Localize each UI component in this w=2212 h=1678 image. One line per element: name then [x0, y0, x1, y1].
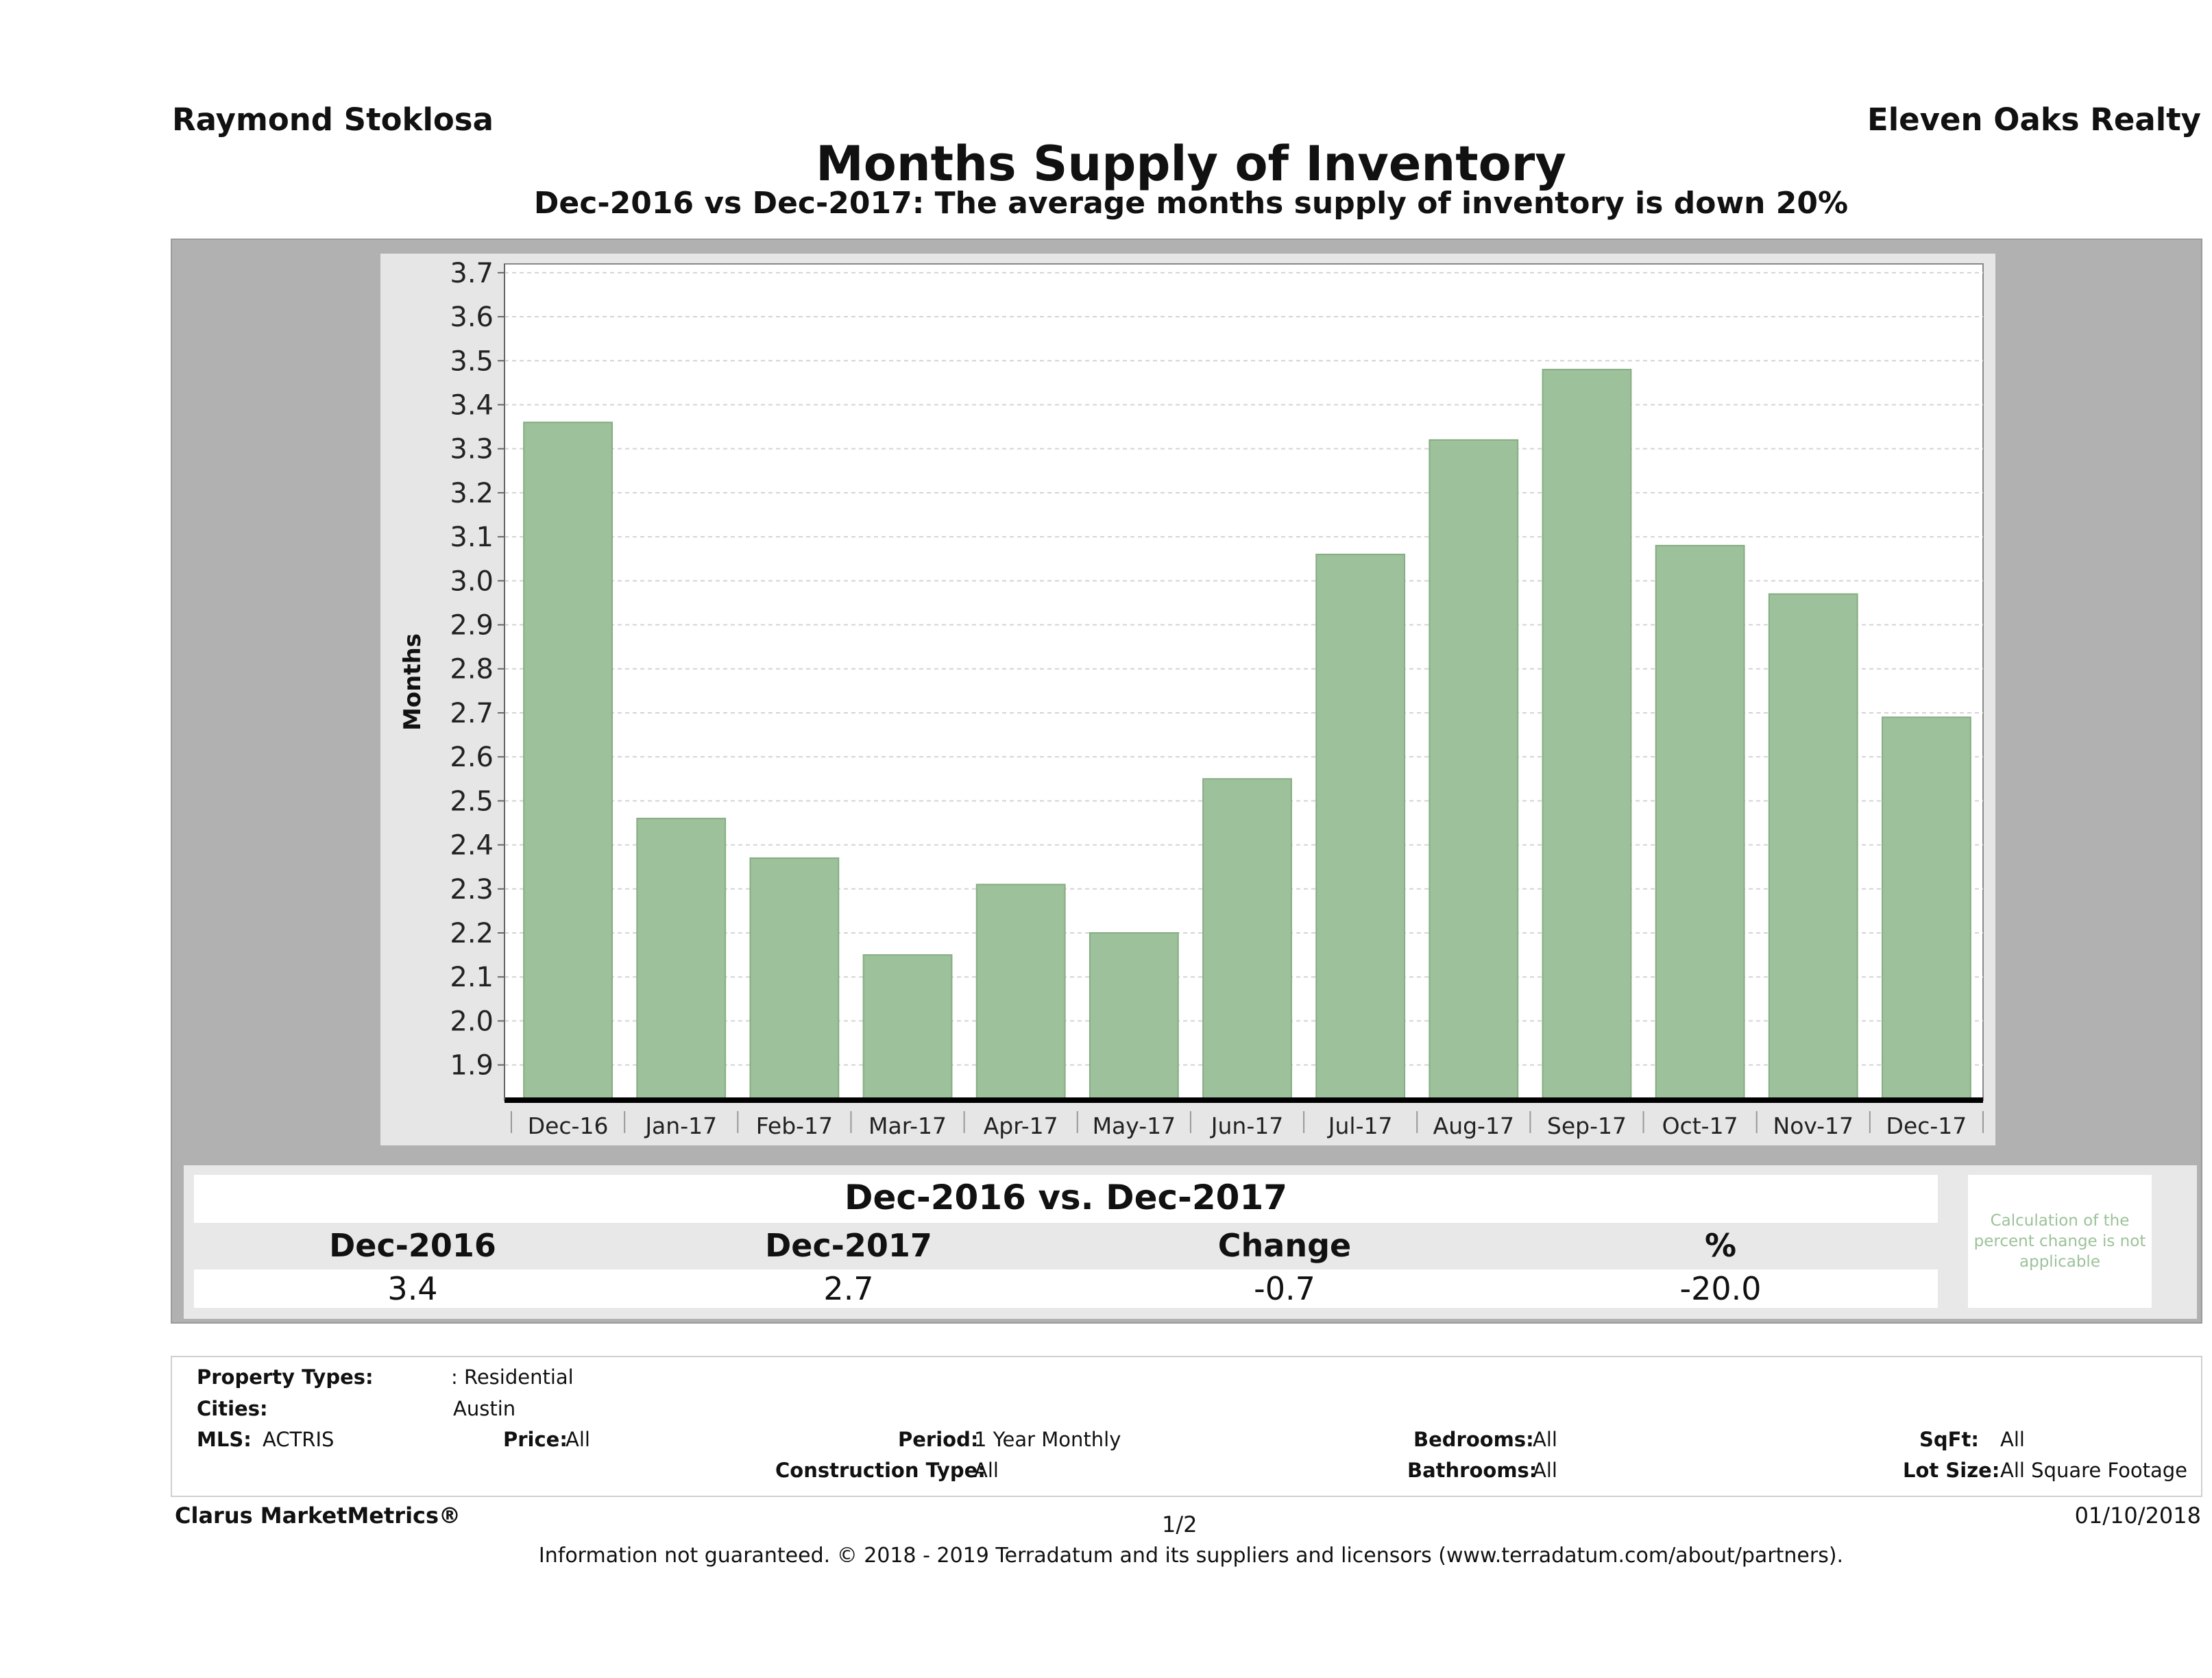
y-tick-label: 2.9 [450, 610, 494, 642]
bar-sep-17 [1542, 369, 1632, 1102]
summary-header-dec-2016: Dec-2016 [329, 1227, 496, 1264]
bar-jul-17 [1315, 553, 1406, 1101]
y-tick-label: 1.9 [450, 1050, 494, 1082]
x-tick-label: Jun-17 [1210, 1112, 1283, 1139]
y-tick-label: 2.6 [450, 742, 494, 773]
construction-type-value: All [974, 1459, 999, 1482]
summary-title: Dec-2016 vs. Dec-2017 [844, 1178, 1288, 1217]
x-tick-label: May-17 [1093, 1112, 1176, 1139]
bar-chart: 1.9 2.0 2.1 2.2 2.3 2.4 2.5 2.6 2.7 2.8 2.9 3.0 3.1 3… [399, 258, 1984, 1139]
property-types-label: Property Types: [197, 1365, 374, 1389]
bathrooms-value: All [1533, 1459, 1557, 1482]
price-value: All [566, 1428, 590, 1451]
x-tick-label: Jul-17 [1327, 1112, 1393, 1139]
x-tick-label: Mar-17 [868, 1112, 947, 1139]
summary-value-dec-2016: 3.4 [387, 1270, 438, 1307]
y-tick-label: 3.2 [450, 478, 494, 509]
y-tick-label: 2.2 [450, 918, 494, 949]
y-tick-label: 3.6 [450, 302, 494, 333]
bar-feb-17 [749, 857, 840, 1101]
bathrooms-label: Bathrooms: [1407, 1459, 1538, 1482]
x-tick-label: Oct-17 [1662, 1112, 1738, 1139]
bar-dec-16 [523, 422, 613, 1101]
y-tick-label: 3.4 [450, 389, 494, 421]
y-tick-label: 3.1 [450, 522, 494, 553]
x-tick-label: Dec-16 [528, 1112, 609, 1139]
y-tick-label: 3.5 [450, 345, 494, 377]
y-tick-label: 2.7 [450, 698, 494, 729]
bar-jun-17 [1202, 778, 1292, 1102]
bar-oct-17 [1655, 544, 1745, 1101]
y-tick-label: 3.0 [450, 566, 494, 597]
price-label: Price: [503, 1428, 568, 1451]
bars [523, 369, 1971, 1102]
chart-title: Months Supply of Inventory [816, 136, 1566, 192]
page-number: 1/2 [1162, 1511, 1198, 1537]
x-axis-ticks: Dec-16 Jan-17 Feb-17 Mar-17 Apr-17 May-17 Jun-… [511, 1111, 1984, 1139]
x-tick-label: Jan-17 [644, 1112, 717, 1139]
y-tick-label: 2.5 [450, 786, 494, 817]
x-tick-label: Apr-17 [984, 1112, 1058, 1139]
lot-size-value: All Square Footage [2000, 1459, 2188, 1482]
bedrooms-label: Bedrooms: [1413, 1428, 1534, 1451]
summary-header-percent: % [1704, 1227, 1737, 1264]
summary-values-row [194, 1269, 1938, 1308]
y-axis-ticks: 1.9 2.0 2.1 2.2 2.3 2.4 2.5 2.6 2.7 2.8 2.9 3.0 3.1 3… [450, 258, 505, 1082]
y-tick-label: 3.7 [450, 258, 494, 289]
property-types-value: : Residential [451, 1365, 574, 1389]
chart-subtitle: Dec-2016 vs Dec-2017: The average months… [533, 186, 1849, 221]
cities-label: Cities: [197, 1397, 268, 1420]
period-value: 1 Year Monthly [974, 1428, 1121, 1451]
bar-apr-17 [975, 884, 1066, 1101]
cities-value: Austin [453, 1397, 516, 1420]
y-tick-label: 2.4 [450, 830, 494, 862]
disclaimer: Information not guaranteed. © 2018 - 201… [538, 1544, 1844, 1568]
sqft-label: SqFt: [1919, 1428, 1979, 1451]
mls-label: MLS: [197, 1428, 252, 1451]
summary-value-change: -0.7 [1254, 1270, 1315, 1307]
y-tick-label: 3.3 [450, 434, 494, 465]
lot-size-label: Lot Size: [1903, 1459, 2000, 1482]
mls-value: ACTRIS [263, 1428, 335, 1451]
y-tick-label: 2.3 [450, 874, 494, 905]
percent-note-box [1968, 1175, 2152, 1308]
percent-note: Calculation of the percent change is not… [1973, 1212, 2146, 1271]
y-tick-label: 2.8 [450, 654, 494, 685]
bar-aug-17 [1429, 439, 1519, 1101]
brokerage-name: Eleven Oaks Realty [1867, 101, 2201, 138]
bar-jan-17 [636, 818, 727, 1101]
sqft-value: All [2000, 1428, 2025, 1451]
y-tick-label: 2.0 [450, 1006, 494, 1037]
summary-title-row [194, 1175, 1938, 1223]
bedrooms-value: All [1533, 1428, 1557, 1451]
y-axis-label: Months [399, 633, 426, 731]
x-tick-label: Sep-17 [1547, 1112, 1627, 1139]
x-tick-label: Nov-17 [1773, 1112, 1854, 1139]
agent-name: Raymond Stoklosa [172, 101, 494, 138]
summary-value-dec-2017: 2.7 [823, 1270, 874, 1307]
summary-header-dec-2017: Dec-2017 [765, 1227, 932, 1264]
bar-nov-17 [1768, 593, 1858, 1102]
x-tick-label: Aug-17 [1433, 1112, 1514, 1139]
report-date: 01/10/2018 [2074, 1503, 2201, 1529]
construction-type-label: Construction Type: [775, 1459, 986, 1482]
x-tick-label: Feb-17 [756, 1112, 833, 1139]
summary-header-change: Change [1217, 1227, 1352, 1264]
period-label: Period: [898, 1428, 979, 1451]
bar-dec-17 [1882, 716, 1971, 1101]
filter-info-box [171, 1356, 2202, 1497]
bar-mar-17 [862, 954, 953, 1102]
footer-brand: Clarus MarketMetrics® [175, 1503, 461, 1529]
x-tick-label: Dec-17 [1886, 1112, 1967, 1139]
bar-may-17 [1089, 932, 1179, 1101]
summary-value-percent: -20.0 [1679, 1270, 1762, 1307]
y-tick-label: 2.1 [450, 962, 494, 993]
